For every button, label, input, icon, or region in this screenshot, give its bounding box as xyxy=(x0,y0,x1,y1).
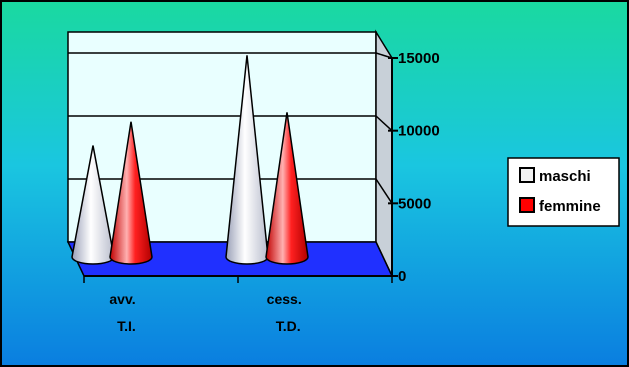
cone-femmine xyxy=(109,121,153,265)
gridlines xyxy=(68,52,393,204)
x-tick-label: avv. xyxy=(109,291,135,307)
legend-swatch xyxy=(519,167,535,183)
plot-side-wall xyxy=(375,29,393,277)
plot-back-wall xyxy=(67,31,377,243)
x-tick-label: T.I. xyxy=(117,318,136,334)
legend-label: femmine xyxy=(539,198,601,215)
gridline-side xyxy=(375,178,393,204)
x-tick-label: T.D. xyxy=(276,318,301,334)
legend-label: maschi xyxy=(539,168,591,185)
x-axis-labels: avv. T.I. cess. T.D. xyxy=(83,276,393,334)
x-tick-label: cess. xyxy=(267,291,302,307)
cone-femmine xyxy=(265,112,309,265)
legend: maschi femmine xyxy=(507,157,620,227)
y-tick-label: 5000 xyxy=(398,195,431,212)
gridline-side xyxy=(375,115,393,132)
y-axis-ticks: 0 5000 10000 15000 xyxy=(388,50,440,285)
y-tick-label: 10000 xyxy=(398,123,440,140)
y-tick-label: 15000 xyxy=(398,50,440,67)
cones xyxy=(71,55,309,265)
y-tick-label: 0 xyxy=(398,268,406,285)
legend-swatch xyxy=(519,197,535,213)
